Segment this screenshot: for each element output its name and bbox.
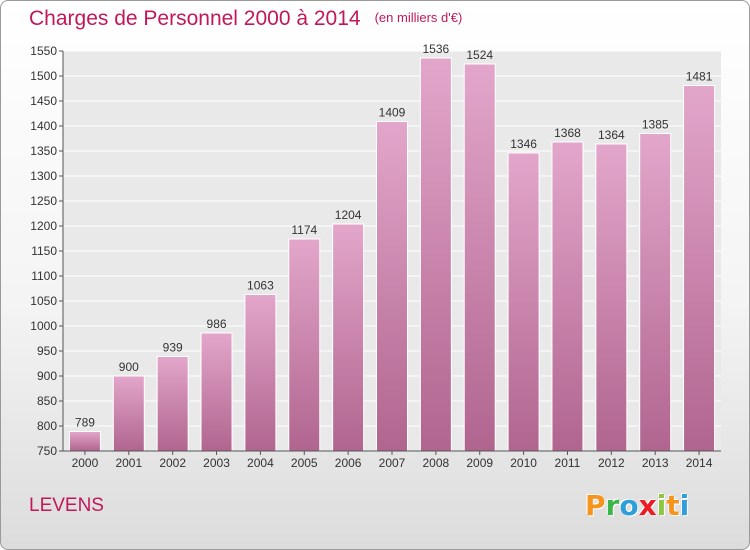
y-tick-label: 900	[37, 369, 57, 383]
bar-2010	[507, 152, 540, 452]
value-label-2003: 986	[207, 317, 227, 331]
value-label-2010: 1346	[510, 137, 537, 151]
x-tick-label-2014: 2014	[686, 456, 713, 470]
value-label-2007: 1409	[379, 106, 406, 120]
bar-2013	[639, 133, 672, 452]
y-tick-label: 800	[37, 419, 57, 433]
x-tick-label-2013: 2013	[642, 456, 669, 470]
bar-2007	[376, 121, 408, 452]
bar-2009	[463, 63, 496, 452]
x-tick-label-2007: 2007	[379, 456, 406, 470]
bar-2004	[244, 294, 277, 452]
x-tick-label-2004: 2004	[247, 456, 274, 470]
bar-2002	[156, 356, 189, 452]
bar-2005	[288, 238, 321, 452]
value-label-2001: 900	[119, 360, 139, 374]
value-label-2000: 789	[75, 416, 95, 430]
x-tick-label-2009: 2009	[466, 456, 493, 470]
y-tick-label: 750	[37, 444, 57, 458]
x-tick-label-2010: 2010	[510, 456, 537, 470]
x-tick-label-2008: 2008	[423, 456, 450, 470]
value-label-2012: 1364	[598, 128, 625, 142]
y-tick-label: 1300	[30, 169, 57, 183]
y-tick-label: 950	[37, 344, 57, 358]
bar-2006	[332, 223, 365, 452]
bar-2001	[112, 375, 145, 452]
location-name: LEVENS	[29, 495, 104, 516]
chart-unit: (en milliers d'€)	[374, 10, 463, 25]
x-tick-label-2001: 2001	[115, 456, 142, 470]
bar-2003	[200, 332, 233, 452]
y-tick-label: 1150	[31, 244, 57, 258]
value-label-2009: 1524	[466, 48, 493, 62]
x-tick-label-2003: 2003	[203, 456, 230, 470]
proxiti-logo: Proxiti	[585, 489, 690, 522]
x-tick-label-2000: 2000	[72, 456, 99, 470]
y-tick-label: 1550	[30, 44, 57, 58]
y-tick-label: 1050	[30, 294, 57, 308]
x-tick-label-2005: 2005	[291, 456, 318, 470]
bar-2014	[683, 85, 716, 452]
y-tick-label: 1200	[30, 219, 57, 233]
value-label-2008: 1536	[423, 42, 450, 56]
y-tick-label: 1350	[30, 144, 57, 158]
x-tick-label-2011: 2011	[555, 456, 581, 470]
x-tick-label-2012: 2012	[598, 456, 625, 470]
value-label-2004: 1063	[247, 279, 274, 293]
bar-2008	[419, 57, 452, 452]
y-tick-label: 1400	[30, 119, 57, 133]
value-label-2011: 1368	[554, 126, 581, 140]
value-label-2006: 1204	[335, 208, 362, 222]
value-label-2005: 1174	[291, 223, 317, 237]
value-label-2013: 1385	[642, 118, 669, 132]
chart-title: Charges de Personnel 2000 à 2014 (en mill…	[29, 7, 463, 30]
value-label-2002: 939	[163, 341, 183, 355]
bar-2000	[68, 431, 101, 452]
y-tick-label: 1000	[30, 319, 57, 333]
x-tick-label-2006: 2006	[335, 456, 362, 470]
y-tick-label: 1450	[30, 94, 57, 108]
y-tick-label: 1100	[31, 269, 57, 283]
y-tick-label: 1250	[30, 194, 57, 208]
bar-2011	[551, 141, 584, 452]
value-label-2014: 1481	[686, 70, 713, 84]
y-tick-label: 850	[37, 394, 57, 408]
y-tick-label: 1500	[30, 69, 57, 83]
bar-2012	[595, 143, 628, 452]
x-tick-label-2002: 2002	[159, 456, 186, 470]
